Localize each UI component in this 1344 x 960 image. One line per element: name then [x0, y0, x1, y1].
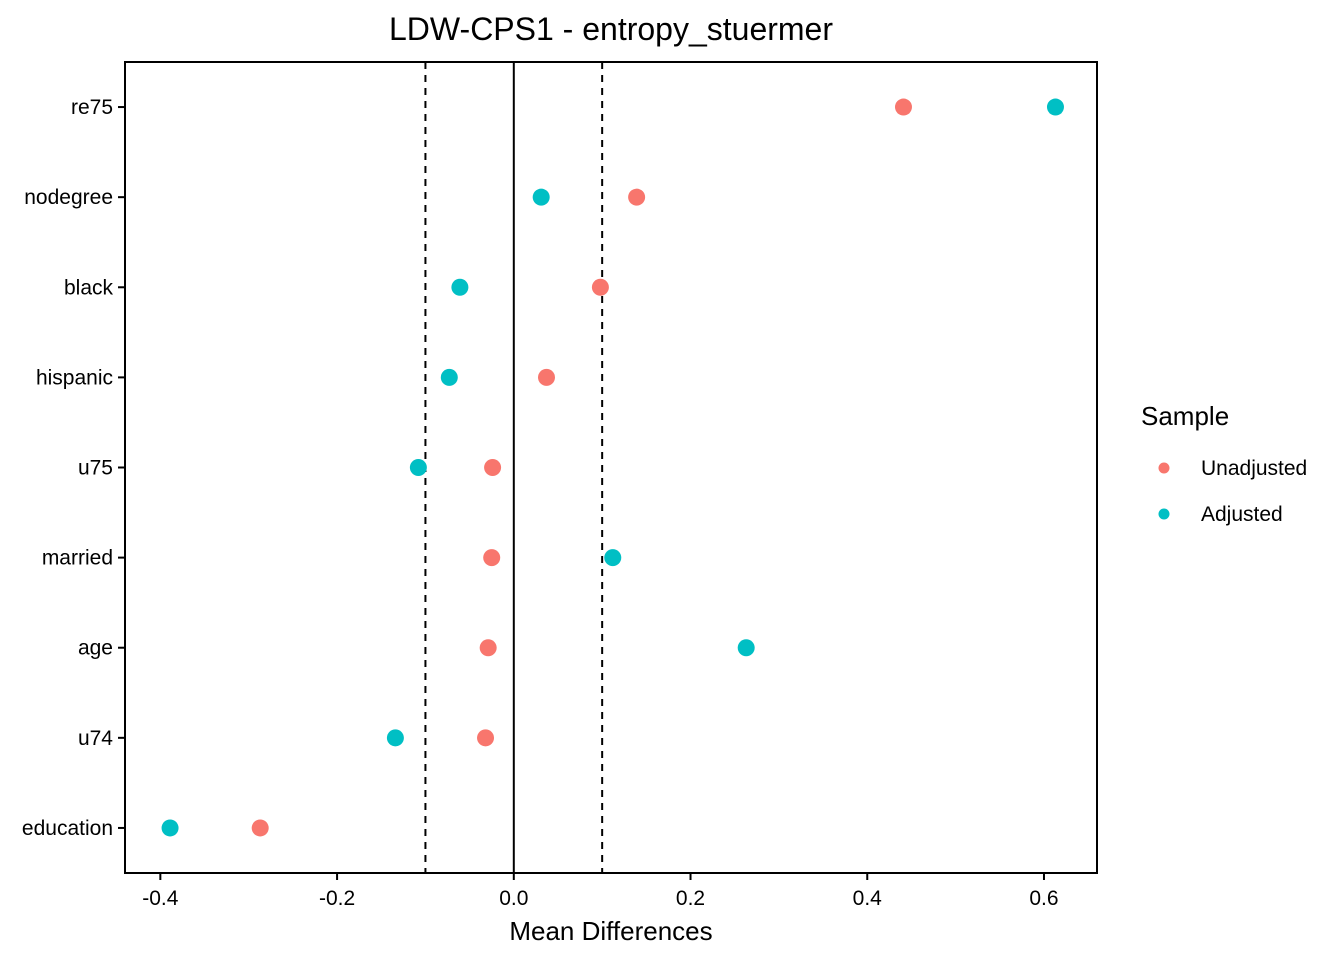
point-adjusted-married	[604, 549, 622, 567]
plot-panel	[124, 61, 1098, 874]
x-tick-label: 0.6	[1029, 887, 1058, 910]
point-unadjusted-married	[483, 549, 501, 567]
point-adjusted-u75	[409, 459, 427, 476]
x-tick-label: 0.4	[853, 887, 883, 910]
y-tick-label-u75: u75	[78, 457, 113, 480]
point-unadjusted-age	[479, 639, 497, 657]
x-axis-title: Mean Differences	[509, 916, 712, 946]
y-axis-categories: re75 nodegree black hispanic u75 married age u7…	[22, 96, 125, 840]
point-adjusted-re75	[1046, 98, 1064, 116]
point-adjusted-black	[451, 278, 469, 296]
y-tick-label-u74: u74	[78, 727, 113, 750]
x-tick-label: 0.2	[676, 887, 705, 910]
point-adjusted-hispanic	[440, 368, 458, 386]
point-unadjusted-black	[591, 278, 609, 296]
x-tick-label: -0.4	[142, 887, 179, 910]
point-unadjusted-nodegree	[628, 188, 646, 206]
point-unadjusted-u74	[477, 729, 495, 747]
x-tick-label: 0.0	[499, 887, 528, 910]
legend-label-unadjusted: Unadjusted	[1201, 457, 1307, 480]
point-unadjusted-re75	[894, 98, 912, 116]
point-unadjusted-hispanic	[537, 368, 555, 386]
y-tick-label-nodegree: nodegree	[24, 186, 113, 209]
y-tick-label-re75: re75	[71, 96, 113, 119]
point-adjusted-age	[737, 639, 755, 657]
data-points	[161, 98, 1064, 837]
chart-title: LDW-CPS1 - entropy_stuermer	[389, 11, 833, 47]
point-adjusted-education	[161, 819, 179, 837]
point-unadjusted-u75	[484, 459, 502, 476]
y-tick-label-married: married	[42, 547, 113, 570]
y-tick-label-hispanic: hispanic	[36, 366, 113, 389]
point-adjusted-u74	[386, 729, 404, 747]
x-axis-ticks: -0.4 -0.2 0.0 0.2 0.4 0.6	[142, 873, 1059, 910]
legend-label-adjusted: Adjusted	[1201, 503, 1283, 526]
y-tick-label-black: black	[64, 276, 114, 299]
point-unadjusted-education	[251, 819, 269, 837]
legend-key-adjusted	[1158, 508, 1170, 520]
point-adjusted-nodegree	[532, 188, 550, 206]
y-tick-label-age: age	[78, 637, 113, 660]
legend-key-unadjusted	[1158, 462, 1170, 474]
y-tick-label-education: education	[22, 817, 113, 840]
legend-title: Sample	[1141, 401, 1229, 431]
legend: Sample Unadjusted Adjusted	[1141, 401, 1307, 526]
x-tick-label: -0.2	[319, 887, 355, 910]
